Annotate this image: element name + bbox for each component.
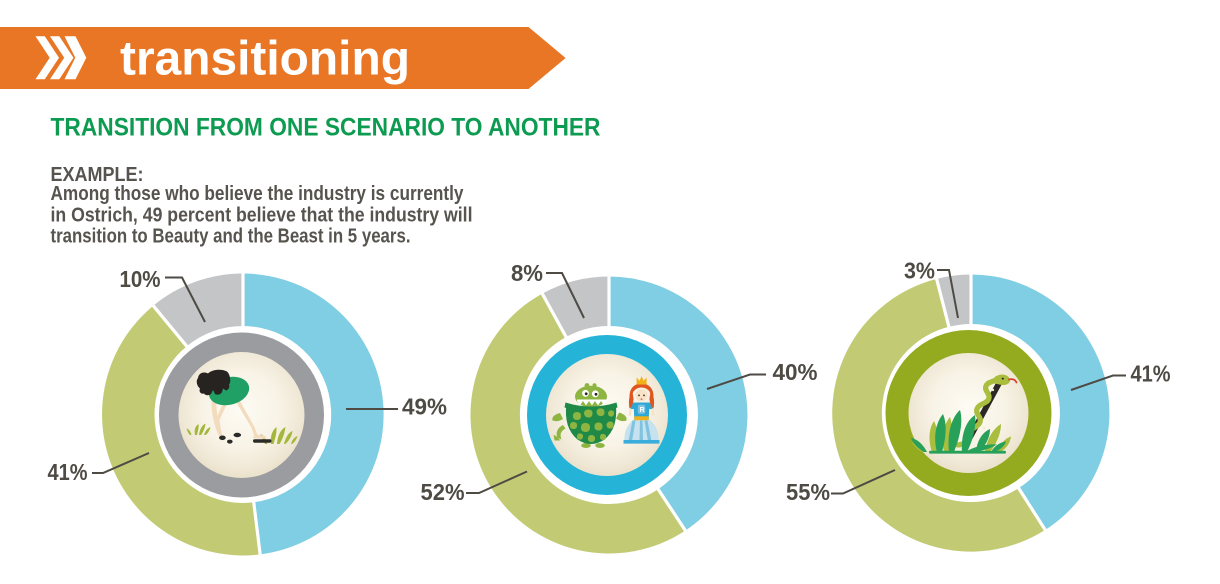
svg-text:Among those who believe the in: Among those who believe the industry is … [51, 183, 465, 205]
svg-text:40%: 40% [773, 359, 818, 385]
svg-text:8%: 8% [511, 260, 543, 286]
svg-text:52%: 52% [421, 479, 465, 505]
svg-text:41%: 41% [48, 459, 88, 485]
svg-text:41%: 41% [1131, 361, 1171, 387]
svg-text:55%: 55% [786, 479, 830, 505]
svg-text:transition to Beauty and the B: transition to Beauty and the Beast in 5 … [51, 226, 411, 248]
svg-text:3%: 3% [904, 258, 935, 284]
svg-text:transitioning: transitioning [120, 33, 410, 86]
svg-text:10%: 10% [120, 266, 161, 292]
svg-text:EXAMPLE:: EXAMPLE: [51, 164, 144, 186]
svg-text:R: R [640, 407, 645, 414]
svg-text:in Ostrich, 49 percent believe: in Ostrich, 49 percent believe that the … [51, 204, 473, 226]
svg-text:49%: 49% [402, 394, 447, 420]
svg-text:TRANSITION FROM ONE SCENARIO T: TRANSITION FROM ONE SCENARIO TO ANOTHER [51, 114, 601, 142]
